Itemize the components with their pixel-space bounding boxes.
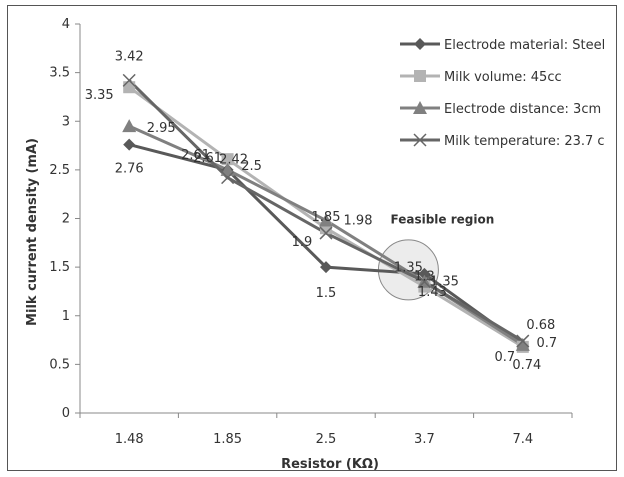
x-tick-label: 2.5 [316, 432, 337, 447]
feasible-region-label: Feasible region [391, 212, 495, 226]
series-3-point [516, 334, 530, 348]
series-2-point [515, 337, 530, 351]
x-tick-label: 1.85 [213, 432, 242, 447]
data-label: 0.74 [512, 358, 541, 373]
y-tick-label: 1.5 [49, 260, 70, 275]
data-label: 1.35 [430, 275, 459, 290]
legend-item: Electrode distance: 3cm [400, 101, 601, 117]
legend-marker [413, 101, 427, 114]
series-3-point [319, 226, 333, 240]
series-1-point [123, 81, 136, 94]
data-label: 1.9 [292, 235, 313, 250]
series-layer [122, 73, 530, 353]
x-tick-label: 7.4 [512, 432, 533, 447]
series-0-point [320, 261, 332, 274]
data-label: 1.43 [418, 285, 447, 300]
y-tick-label: 3 [62, 114, 70, 129]
data-label: 2.95 [147, 121, 176, 136]
axes: 0 0.5 1 1.5 2 2.5 3 3.5 4 1.48 1.85 2.5 3.7 7.4 [49, 17, 573, 447]
x-tick-label: 1.48 [115, 432, 144, 447]
y-tick-label: 0.5 [49, 357, 70, 372]
legend-marker [414, 70, 426, 82]
data-label: 1.35 [394, 261, 423, 276]
data-label: 3.35 [85, 88, 114, 103]
series-2-point [319, 213, 333, 227]
y-tick-label: 2.5 [49, 163, 70, 178]
data-label: 3.42 [115, 49, 144, 64]
data-label: 1.98 [344, 213, 373, 228]
legend-label: Milk volume: 45cc [444, 70, 562, 85]
y-tick-label: 4 [62, 17, 70, 32]
series-3-point [122, 73, 136, 87]
series-1-point [221, 153, 234, 166]
legend-marker [414, 38, 426, 50]
data-label: 2.76 [115, 162, 144, 177]
series-2-point [122, 119, 137, 133]
legend-marker [413, 133, 427, 147]
series-3-point [221, 171, 235, 185]
y-tick-label: 1 [62, 309, 70, 324]
data-label: 2.5 [241, 159, 262, 174]
legend-label: Electrode material: Steel [444, 38, 605, 53]
data-label: 2.61 [193, 151, 222, 166]
chart-frame [7, 5, 617, 471]
data-labels: 2.76 2.61 1.5 1.43 0.7 3.35 2.61 1.9 1.3 0.68 2.95… [85, 49, 557, 373]
x-tick-label: 3.7 [414, 432, 435, 447]
data-label: 0.7 [494, 350, 515, 365]
y-tick-label: 2 [62, 212, 70, 227]
legend-label: Milk temperature: 23.7 c [444, 134, 605, 149]
data-label: 0.7 [536, 336, 557, 351]
legend-label: Electrode distance: 3cm [444, 102, 601, 117]
legend-item: Milk temperature: 23.7 c [400, 133, 605, 149]
data-label: 2.42 [219, 153, 248, 168]
series-0-point [123, 138, 136, 151]
series-3-point [417, 275, 431, 289]
legend-item: Milk volume: 45cc [400, 70, 562, 85]
data-label: 2.61 [181, 148, 210, 163]
data-label: 1.85 [312, 210, 341, 225]
x-axis-title: Resistor (KΩ) [281, 457, 379, 472]
y-tick-label: 0 [62, 406, 70, 421]
series-0-point [418, 267, 431, 280]
series-2-point [220, 162, 235, 176]
data-label: 1.5 [316, 286, 337, 301]
series-line-0 [128, 143, 524, 347]
data-label: 1.3 [414, 270, 435, 285]
y-axis-title: Milk current density (mA) [25, 138, 40, 326]
legend: Electrode material: Steel Milk volume: 45… [400, 38, 605, 149]
legend-item: Electrode material: Steel [400, 38, 605, 53]
data-label: 0.68 [526, 318, 555, 333]
y-tick-label: 3.5 [49, 66, 70, 81]
